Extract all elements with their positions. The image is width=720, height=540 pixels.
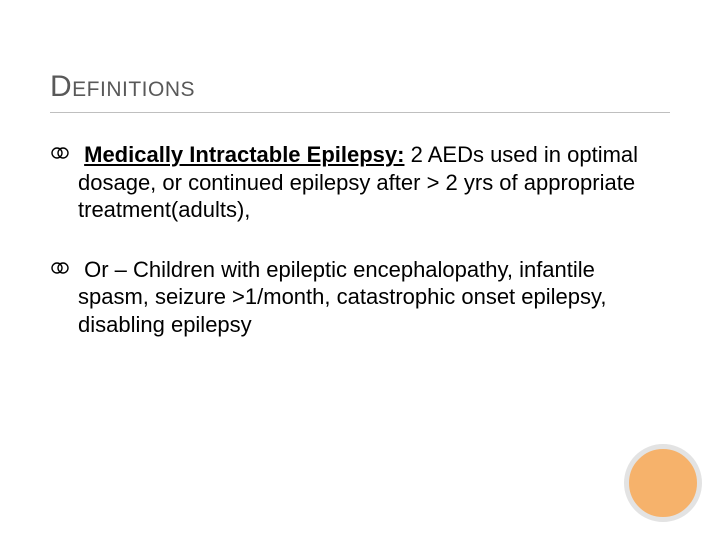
slide-title: Definitions xyxy=(50,70,670,113)
bullet-lead: Medically Intractable Epilepsy: xyxy=(84,142,404,167)
bullet-icon xyxy=(50,258,70,278)
accent-circle-decoration xyxy=(624,444,702,522)
slide: Definitions Medically Intractable Epilep… xyxy=(0,0,720,540)
bullet-list: Medically Intractable Epilepsy: 2 AEDs u… xyxy=(50,141,670,338)
bullet-icon xyxy=(50,143,70,163)
list-item: Medically Intractable Epilepsy: 2 AEDs u… xyxy=(50,141,670,224)
bullet-text: Or – Children with epileptic encephalopa… xyxy=(78,257,606,337)
list-item: Or – Children with epileptic encephalopa… xyxy=(50,256,670,339)
